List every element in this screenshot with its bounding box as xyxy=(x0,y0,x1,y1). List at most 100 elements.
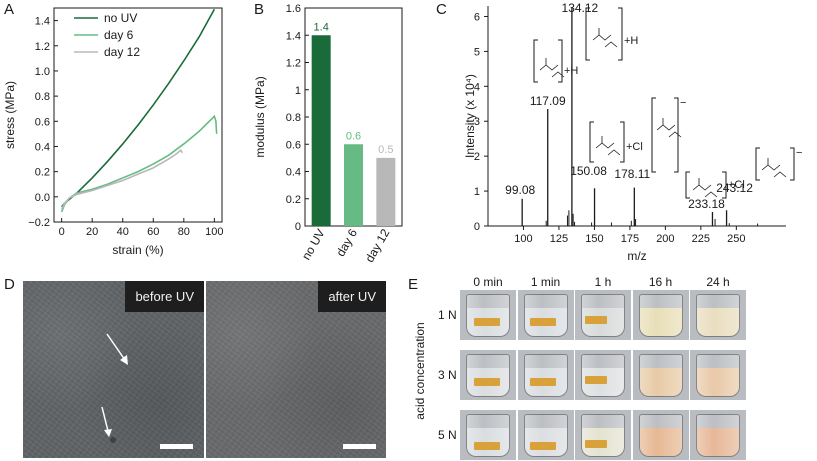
peak-label: 150.08 xyxy=(570,164,607,178)
molecule-structure xyxy=(656,118,682,138)
molecule-structure xyxy=(539,58,565,78)
category-label: day 6 xyxy=(333,226,360,259)
sem-label-after: after UV xyxy=(318,281,386,312)
y-tick-label: 1.4 xyxy=(286,30,301,42)
sem-label-before: before UV xyxy=(125,281,204,312)
polymer-film xyxy=(474,318,500,326)
charge-label: − xyxy=(680,97,686,109)
vial-glass xyxy=(638,294,683,337)
y-tick-label: 0.4 xyxy=(286,167,301,179)
concentration-row-label: 1 N xyxy=(438,308,457,322)
polymer-film xyxy=(474,442,500,450)
x-tick-label: 175 xyxy=(621,233,639,245)
legend-label: day 12 xyxy=(104,45,140,59)
vial-photo xyxy=(632,410,689,460)
peak-label: 178.11 xyxy=(614,167,650,181)
x-tick-label: 250 xyxy=(727,233,745,245)
bar-value-label: 0.6 xyxy=(346,130,361,142)
x-tick-label: 100 xyxy=(205,226,223,238)
vial-photo xyxy=(517,350,574,400)
y-tick-label: 3 xyxy=(474,116,480,128)
sem-image-after-uv: after UV xyxy=(206,281,386,458)
vial-photo xyxy=(460,410,516,460)
y-tick-label: 1 xyxy=(295,85,301,97)
vial-photo xyxy=(460,290,516,340)
polymer-film xyxy=(529,318,556,326)
vial-photo xyxy=(632,350,689,400)
vial-photo xyxy=(690,410,746,460)
molecule-structure xyxy=(592,28,618,48)
acid-concentration-axis-label: acid concentration xyxy=(413,322,427,420)
polymer-film xyxy=(585,376,607,384)
category-label: day 12 xyxy=(362,226,392,264)
x-tick-label: 20 xyxy=(86,226,98,238)
vial-glass xyxy=(638,414,683,457)
concentration-row-label: 5 N xyxy=(438,428,457,442)
y-axis-label: modulus (MPa) xyxy=(253,76,267,157)
y-tick-label: 0.4 xyxy=(35,141,50,153)
panel-label-c: C xyxy=(436,1,447,18)
panel-label-b: B xyxy=(254,1,265,18)
vial-photo xyxy=(575,290,631,340)
adduct-label: +H xyxy=(624,35,638,47)
molecule-structure xyxy=(692,178,718,198)
y-tick-label: 5 xyxy=(474,46,480,58)
time-column-label: 16 h xyxy=(648,275,673,289)
bar-value-label: 1.4 xyxy=(314,21,329,33)
y-tick-label: 6 xyxy=(474,11,480,23)
arrow-icon xyxy=(101,406,112,437)
y-axis-label: Intensity (x 10⁴) xyxy=(463,74,477,158)
plot-frame xyxy=(53,7,223,223)
adduct-label: +H xyxy=(564,65,578,77)
y-tick-label: 1.2 xyxy=(286,58,301,70)
vial-photo xyxy=(690,290,746,340)
x-axis-label: m/z xyxy=(627,249,646,263)
x-tick-label: 150 xyxy=(585,233,603,245)
y-tick-label: 4 xyxy=(474,81,480,93)
concentration-row-label: 3 N xyxy=(438,368,457,382)
panel-label-d: D xyxy=(4,276,15,293)
time-column-label: 24 h xyxy=(706,275,730,289)
polymer-film xyxy=(529,378,556,386)
vial-glass xyxy=(581,354,625,397)
adduct-label: +Cl xyxy=(728,179,745,191)
x-tick-label: 225 xyxy=(692,233,710,245)
vial-glass xyxy=(638,354,683,397)
x-tick-label: 200 xyxy=(656,233,674,245)
x-tick-label: 60 xyxy=(147,226,159,238)
peak-label: 233.18 xyxy=(688,197,725,211)
molecule-structure xyxy=(761,158,787,178)
bar-value-label: 0.5 xyxy=(378,144,393,156)
vial-glass xyxy=(581,294,625,337)
series-line-no-UV xyxy=(61,8,216,208)
y-tick-label: 0.2 xyxy=(35,167,50,179)
legend-label: day 6 xyxy=(104,28,134,42)
stress-strain-chart: 0 20 40 60 80 100 −0.2 0.0 0.2 0.4 0.6 0.8 1.0 1.2 1.4… xyxy=(3,7,224,257)
vial-glass xyxy=(523,414,568,457)
bar-day-6 xyxy=(344,144,363,226)
series-line-day-12 xyxy=(60,149,183,210)
legend-label: no UV xyxy=(104,11,137,25)
vial-photo xyxy=(632,290,689,340)
y-axis-label: stress (MPa) xyxy=(3,81,17,149)
time-column-label: 0 min xyxy=(473,275,503,289)
x-tick-label: 100 xyxy=(514,233,532,245)
bar-day-12 xyxy=(376,157,396,226)
structure-bracket xyxy=(585,7,623,61)
charge-label: − xyxy=(796,147,802,159)
vial-glass xyxy=(696,294,740,337)
y-tick-label: 1.6 xyxy=(286,3,301,15)
x-axis-label: strain (%) xyxy=(112,243,163,257)
adduct-label: +Cl xyxy=(626,141,643,153)
vial-photo xyxy=(690,350,746,400)
x-tick-label: 0 xyxy=(59,226,65,238)
vial-photo xyxy=(460,350,516,400)
structure-bracket xyxy=(755,147,795,181)
y-tick-label: 1.2 xyxy=(35,41,50,53)
y-tick-label: 2 xyxy=(474,151,480,163)
y-tick-label: 0.8 xyxy=(35,91,50,103)
polymer-film xyxy=(585,440,607,448)
structure-bracket xyxy=(685,171,727,199)
vial-photo xyxy=(575,410,631,460)
sem-image-before-uv: before UV xyxy=(23,281,204,458)
